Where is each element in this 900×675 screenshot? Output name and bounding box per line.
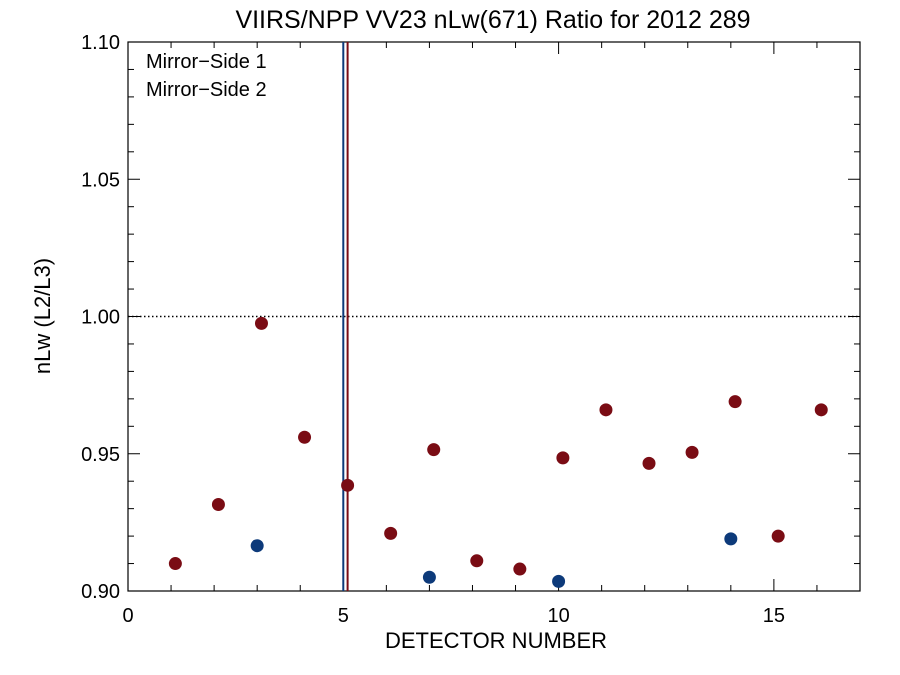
reference-lines xyxy=(128,42,860,591)
data-point-series-2 xyxy=(298,430,312,444)
data-point-series-2 xyxy=(771,529,785,543)
plot-frame xyxy=(127,41,861,592)
data-point-series-2 xyxy=(599,403,613,417)
data-point-series-1 xyxy=(422,570,436,584)
x-tick-label: 10 xyxy=(547,605,569,627)
chart-title: VIIRS/NPP VV23 nLw(671) Ratio for 2012 2… xyxy=(235,6,750,34)
data-point-series-2 xyxy=(384,526,398,540)
data-point-series-1 xyxy=(250,539,264,553)
data-point-series-2 xyxy=(341,478,355,492)
data-point-series-2 xyxy=(642,456,656,470)
data-points xyxy=(168,316,828,588)
data-point-series-2 xyxy=(168,557,182,571)
legend-item-mirror-side-1: Mirror−Side 1 xyxy=(146,51,267,73)
y-axis-label: nLw (L2/L3) xyxy=(30,258,55,374)
data-point-series-2 xyxy=(685,445,699,459)
x-axis-label: DETECTOR NUMBER xyxy=(385,628,607,653)
axis-ticks: 0 5 10 15 0.90 0.95 1.00 1.05 1.10 xyxy=(81,32,861,627)
plot-area xyxy=(127,41,861,592)
data-point-series-2 xyxy=(513,562,527,576)
legend: Mirror−Side 1 Mirror−Side 2 xyxy=(146,51,267,101)
data-point-series-2 xyxy=(470,554,484,568)
y-tick-label: 1.10 xyxy=(81,32,120,54)
legend-item-mirror-side-2: Mirror−Side 2 xyxy=(146,79,267,101)
data-point-series-2 xyxy=(728,395,742,409)
y-tick-label: 1.00 xyxy=(81,307,120,329)
data-point-series-2 xyxy=(211,498,225,512)
data-point-series-2 xyxy=(814,403,828,417)
y-tick-label: 1.05 xyxy=(81,169,120,191)
data-point-series-2 xyxy=(427,443,441,457)
y-tick-label: 0.95 xyxy=(81,444,120,466)
x-tick-label: 0 xyxy=(122,605,133,627)
data-point-series-1 xyxy=(552,574,566,588)
x-tick-label: 5 xyxy=(338,605,349,627)
x-tick-label: 15 xyxy=(763,605,785,627)
data-point-series-2 xyxy=(254,316,268,330)
data-point-series-2 xyxy=(556,451,570,465)
data-point-series-1 xyxy=(724,532,738,546)
y-tick-label: 0.90 xyxy=(81,581,120,603)
